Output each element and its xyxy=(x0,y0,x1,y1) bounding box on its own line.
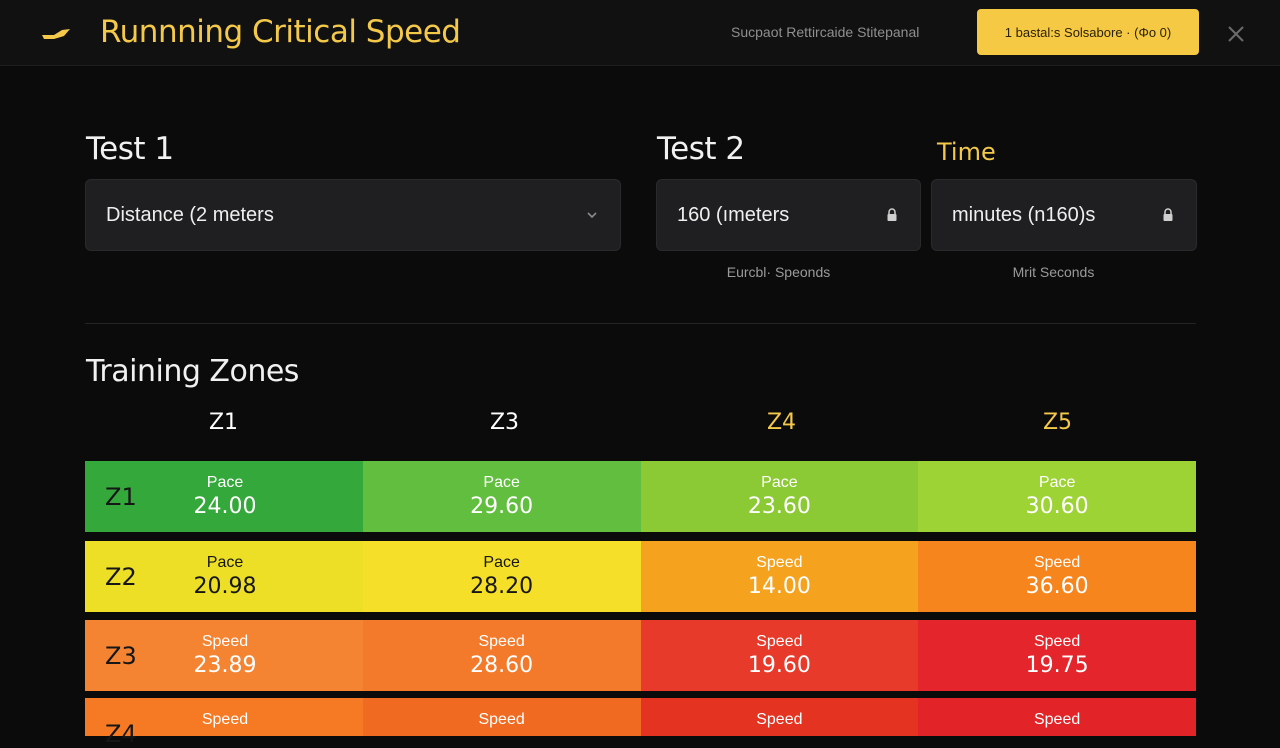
metric-label: Pace xyxy=(206,474,244,491)
metric-value: 28.60 xyxy=(470,653,534,678)
metric-value: 20.98 xyxy=(193,574,257,599)
header-link[interactable]: Sucpaot Rettircaide Stitepanal xyxy=(731,24,920,40)
zone-cell[interactable]: Speed xyxy=(918,698,1196,736)
zone-cell[interactable]: Speed 36.60 xyxy=(918,541,1196,612)
metric-label: Speed xyxy=(201,633,249,650)
zone-row-label: Z2 xyxy=(105,563,137,591)
test2-value: 160 (ımeters xyxy=(677,203,790,226)
zone-cell[interactable]: Z1 Pace 24.00 xyxy=(85,461,363,532)
time-field[interactable]: minutes (n160)s xyxy=(931,179,1197,251)
time-hint: Mrit Seconds xyxy=(1012,264,1095,280)
zone-cell[interactable]: Speed xyxy=(640,698,919,736)
zone-cell[interactable]: Z4 Speed xyxy=(85,698,363,748)
zone-cell[interactable]: Speed 19.75 xyxy=(918,620,1196,691)
zone-cell[interactable]: Z3 Speed 23.89 xyxy=(85,620,363,691)
header-action-button[interactable]: 1 bastal:s Solsabore · (Φo 0) xyxy=(977,9,1199,55)
metric-label: Pace xyxy=(206,554,244,571)
test2-distance-field[interactable]: 160 (ımeters xyxy=(656,179,921,251)
zone-row-label: Z3 xyxy=(105,642,137,670)
metric-label: Speed xyxy=(478,633,525,650)
metric-value: 29.60 xyxy=(470,494,534,519)
metric-value: 19.75 xyxy=(1025,653,1089,678)
zone-cell[interactable]: Pace 29.60 xyxy=(362,461,641,532)
zone-cell[interactable]: Speed 28.60 xyxy=(362,620,641,691)
metric-label: Pace xyxy=(483,554,520,571)
zone-cell[interactable]: Speed 19.60 xyxy=(640,620,919,691)
column-header: Z4 xyxy=(766,410,797,435)
metric-label: Pace xyxy=(1038,474,1076,491)
app-title: Runnning Critical Speed xyxy=(100,14,461,50)
metric-value: 30.60 xyxy=(1025,494,1089,519)
column-header: Z5 xyxy=(1042,410,1073,435)
zone-cell[interactable]: Pace 28.20 xyxy=(362,541,641,612)
metric-value: 36.60 xyxy=(1025,574,1089,599)
metric-label: Pace xyxy=(483,474,520,491)
training-zones-title: Training Zones xyxy=(86,354,299,389)
zone-cell[interactable]: Speed 14.00 xyxy=(640,541,919,612)
zone-row: Z3 Speed 23.89 Speed 28.60 Speed 19.60 S… xyxy=(85,620,1196,691)
column-header: Z3 xyxy=(489,410,520,435)
time-label: Time xyxy=(937,138,996,166)
zone-row-label: Z1 xyxy=(105,483,137,511)
zone-cell[interactable]: Pace 23.60 xyxy=(640,461,919,532)
shoe-logo-icon xyxy=(42,29,70,39)
metric-value: 23.89 xyxy=(193,653,257,678)
metric-label: Speed xyxy=(1033,554,1081,571)
metric-label: Speed xyxy=(756,554,803,571)
test2-label: Test 2 xyxy=(657,131,745,167)
metric-label: Pace xyxy=(761,474,798,491)
test1-value: Distance (2 meters xyxy=(106,203,274,226)
column-header: Z1 xyxy=(208,410,239,435)
metric-label: Speed xyxy=(756,711,803,728)
zone-cell[interactable]: Pace 30.60 xyxy=(918,461,1196,532)
metric-label: Speed xyxy=(1033,633,1081,650)
lock-icon xyxy=(887,208,897,221)
metric-value: 14.00 xyxy=(747,574,811,599)
zone-cell[interactable]: Speed xyxy=(362,698,641,736)
time-value: minutes (n160)s xyxy=(952,203,1096,226)
zone-row: Z4 Speed Speed Speed Speed xyxy=(85,698,1196,748)
test1-label: Test 1 xyxy=(86,131,174,167)
metric-value: 24.00 xyxy=(193,494,257,519)
lock-icon xyxy=(1163,208,1173,221)
divider xyxy=(85,323,1196,324)
metric-label: Speed xyxy=(1033,711,1081,728)
test1-distance-select[interactable]: Distance (2 meters xyxy=(85,179,621,251)
metric-value: 19.60 xyxy=(747,653,811,678)
zone-row: Z1 Pace 24.00 Pace 29.60 Pace 23.60 Pace… xyxy=(85,461,1196,532)
test2-hint: Eurcbl· Speonds xyxy=(726,264,831,280)
chevron-down-icon xyxy=(587,212,597,219)
metric-value: 28.20 xyxy=(470,574,534,599)
top-bar: Runnning Critical Speed Sucpaot Rettirca… xyxy=(0,0,1280,66)
metric-label: Speed xyxy=(756,633,803,650)
close-icon[interactable] xyxy=(1224,22,1248,46)
metric-label: Speed xyxy=(478,711,525,728)
zone-row: Z2 Pace 20.98 Pace 28.20 Speed 14.00 Spe… xyxy=(85,541,1196,612)
metric-value: 23.60 xyxy=(747,494,811,519)
metric-label: Speed xyxy=(201,711,249,728)
zone-cell[interactable]: Z2 Pace 20.98 xyxy=(85,541,363,612)
